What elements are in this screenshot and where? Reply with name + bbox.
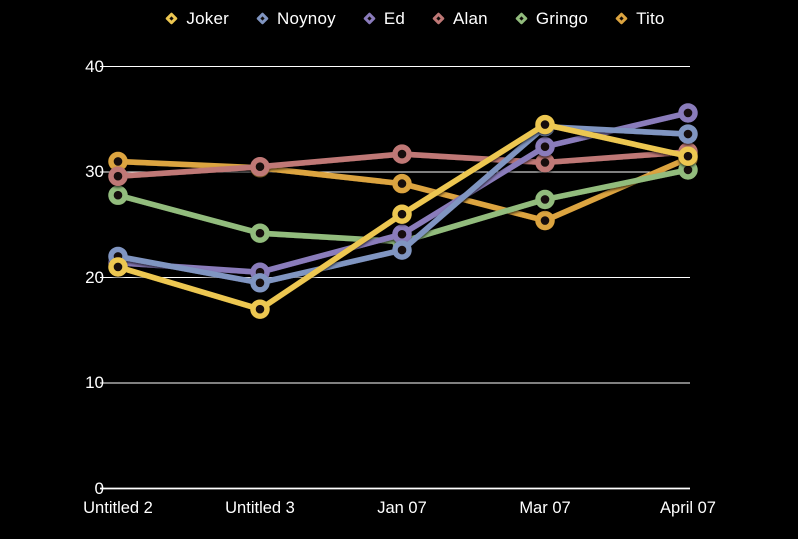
legend-label: Joker: [186, 8, 229, 28]
data-point-joker-0: [108, 257, 128, 277]
legend-item-tito: Tito: [615, 8, 665, 29]
data-point-joker-3: [535, 114, 555, 135]
data-point-tito-2: [392, 173, 412, 194]
data-point-gringo-0: [108, 185, 128, 205]
y-axis-label-10: 10: [85, 373, 104, 392]
data-point-alan-1: [250, 157, 270, 177]
chart-legend: Joker Noynoy Ed Alan Gringo Tito: [0, 0, 798, 37]
data-point-alan-3: [535, 152, 555, 173]
legend-label: Tito: [636, 8, 665, 28]
data-point-ed-2: [392, 224, 412, 244]
data-point-gringo-3: [535, 189, 555, 210]
x-axis-label-4: April 07: [660, 499, 716, 517]
data-point-noynoy-1: [250, 273, 270, 293]
data-point-alan-0: [108, 166, 128, 186]
legend-label: Noynoy: [276, 8, 336, 28]
data-point-ed-4: [678, 103, 698, 123]
data-point-tito-0: [108, 151, 128, 172]
data-point-noynoy-2: [392, 240, 412, 260]
data-point-gringo-1: [250, 223, 270, 243]
legend-item-gringo: Gringo: [514, 8, 589, 29]
x-axis-label-1: Untitled 3: [225, 499, 295, 517]
data-point-alan-2: [392, 144, 412, 164]
y-axis-label-20: 20: [85, 267, 104, 287]
y-axis-label-30: 30: [85, 162, 104, 181]
legend-label: Gringo: [535, 8, 589, 28]
legend-item-ed: Ed: [362, 8, 406, 29]
data-point-joker-4: [678, 146, 698, 166]
y-axis-label-0: 0: [94, 478, 104, 498]
legend-item-noynoy: Noynoy: [256, 8, 336, 29]
data-point-tito-3: [535, 210, 555, 231]
data-point-joker-2: [392, 204, 412, 224]
data-point-joker-1: [250, 299, 270, 319]
legend-item-joker: Joker: [165, 8, 229, 29]
data-point-ed-3: [535, 136, 555, 157]
legend-label: Alan: [453, 8, 488, 28]
x-axis-label-0: Untitled 2: [83, 499, 153, 517]
data-point-noynoy-4: [678, 124, 698, 144]
legend-label: Ed: [383, 8, 406, 28]
y-axis-label-40: 40: [85, 56, 104, 76]
x-axis-label-3: Mar 07: [519, 499, 571, 517]
legend-item-alan: Alan: [432, 8, 488, 29]
series-joker: [108, 114, 698, 319]
x-axis-label-2: Jan 07: [377, 499, 427, 517]
